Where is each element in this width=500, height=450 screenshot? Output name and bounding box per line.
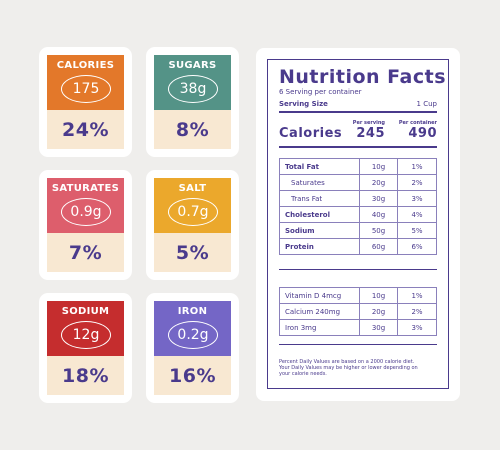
nutrient-amount: 40g [359, 206, 398, 223]
nutrient-row: Cholesterol 40g 4% [279, 206, 437, 223]
divider-thick [279, 111, 437, 113]
card-amount: 0.9g [61, 198, 111, 226]
card-name: SATURATES [51, 183, 120, 194]
nutrition-facts-label: Nutrition Facts 6 Serving per container … [267, 59, 449, 389]
card-amount: 12g [61, 321, 111, 349]
card-percent: 5% [154, 233, 231, 272]
nutrient-daily-value: 4% [397, 206, 437, 223]
nutrient-amount: 50g [359, 222, 398, 239]
vitamin-row: Vitamin D 4mcg 10g 1% [279, 287, 437, 304]
nutrient-name: Total Fat [279, 158, 360, 175]
servings-per-container: 6 Serving per container [279, 88, 362, 96]
footnote-line: Percent Daily Values are based on a 2000… [279, 359, 415, 365]
nutrient-amount: 20g [359, 174, 398, 191]
nutrient-row: Protein 60g 6% [279, 238, 437, 255]
card-sodium: SODIUM 12g 18% [39, 293, 132, 403]
serving-size-value: 1 Cup [416, 100, 437, 108]
nutrient-amount: 10g [359, 287, 398, 304]
card-header: SALT 0.7g [154, 178, 231, 233]
footnote-line: your calorie needs. [279, 371, 327, 377]
card-saturates: SATURATES 0.9g 7% [39, 170, 132, 280]
nutrient-daily-value: 3% [397, 319, 437, 336]
nutrient-daily-value: 2% [397, 303, 437, 320]
card-calories: CALORIES 175 24% [39, 47, 132, 157]
card-percent: 8% [154, 110, 231, 149]
card-amount: 175 [61, 75, 111, 103]
card-header: SUGARS 38g [154, 55, 231, 110]
nutrient-name: Trans Fat [279, 190, 360, 207]
card-amount: 0.2g [168, 321, 218, 349]
calories-per-container: 490 [408, 126, 437, 141]
footnote: Percent Daily Values are based on a 2000… [279, 359, 439, 377]
footnote-line: Your Daily Values may be higher or lower… [279, 365, 418, 371]
card-header: IRON 0.2g [154, 301, 231, 356]
nutrient-row: Sodium 50g 5% [279, 222, 437, 239]
card-percent: 24% [47, 110, 124, 149]
nutrient-daily-value: 3% [397, 190, 437, 207]
calories-label: Calories [279, 126, 343, 141]
nutrient-daily-value: 5% [397, 222, 437, 239]
card-header: CALORIES 175 [47, 55, 124, 110]
divider [279, 269, 437, 270]
card-name: IRON [177, 306, 208, 317]
divider-thick [279, 146, 437, 148]
nutrient-amount: 60g [359, 238, 398, 255]
nutrition-facts-title: Nutrition Facts [279, 66, 447, 88]
nutrient-name: Cholesterol [279, 206, 360, 223]
card-percent: 7% [47, 233, 124, 272]
nutrient-daily-value: 2% [397, 174, 437, 191]
nutrient-daily-value: 1% [397, 287, 437, 304]
nutrient-amount: 30g [359, 319, 398, 336]
nutrition-facts-panel: Nutrition Facts 6 Serving per container … [256, 48, 460, 401]
nutrient-daily-value: 6% [397, 238, 437, 255]
nutrient-row: Trans Fat 30g 3% [279, 190, 437, 207]
card-percent: 16% [154, 356, 231, 395]
nutrient-name: Saturates [279, 174, 360, 191]
nutrient-row: Total Fat 10g 1% [279, 158, 437, 175]
nutrient-daily-value: 1% [397, 158, 437, 175]
card-amount: 0.7g [168, 198, 218, 226]
vitamin-row: Iron 3mg 30g 3% [279, 319, 437, 336]
nutrients-table: Total Fat 10g 1% Saturates 20g 2% Trans Fat 30g… [279, 158, 437, 255]
nutrient-amount: 10g [359, 158, 398, 175]
nutrient-amount: 20g [359, 303, 398, 320]
nutrient-name: Iron 3mg [279, 319, 360, 336]
card-salt: SALT 0.7g 5% [146, 170, 239, 280]
calories-per-serving: 245 [356, 126, 385, 141]
card-header: SODIUM 12g [47, 301, 124, 356]
nutrient-name: Calcium 240mg [279, 303, 360, 320]
card-percent: 18% [47, 356, 124, 395]
card-amount: 38g [168, 75, 218, 103]
nutrient-name: Sodium [279, 222, 360, 239]
divider [279, 344, 437, 345]
card-iron: IRON 0.2g 16% [146, 293, 239, 403]
vitamins-table: Vitamin D 4mcg 10g 1% Calcium 240mg 20g 2% Iro… [279, 287, 437, 336]
card-header: SATURATES 0.9g [47, 178, 124, 233]
card-name: SUGARS [168, 60, 217, 71]
card-name: CALORIES [56, 60, 115, 71]
nutrient-name: Vitamin D 4mcg [279, 287, 360, 304]
nutrient-amount: 30g [359, 190, 398, 207]
card-name: SODIUM [61, 306, 110, 317]
vitamin-row: Calcium 240mg 20g 2% [279, 303, 437, 320]
per-serving-label: Per serving [352, 120, 385, 126]
card-name: SALT [178, 183, 207, 194]
nutrient-name: Protein [279, 238, 360, 255]
nutrient-row: Saturates 20g 2% [279, 174, 437, 191]
card-sugars: SUGARS 38g 8% [146, 47, 239, 157]
serving-size-label: Serving Size [279, 100, 328, 108]
per-container-label: Per container [398, 120, 437, 126]
